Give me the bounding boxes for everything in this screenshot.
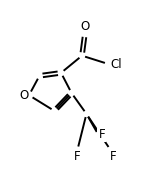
Text: Cl: Cl: [110, 58, 122, 71]
Text: O: O: [80, 20, 90, 33]
Text: F: F: [98, 128, 105, 141]
Text: O: O: [20, 89, 29, 102]
Text: F: F: [110, 150, 117, 163]
Text: F: F: [74, 150, 81, 163]
